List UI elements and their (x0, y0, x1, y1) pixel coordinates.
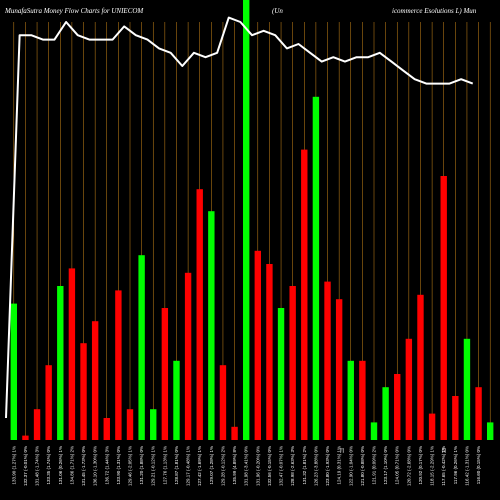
bar (173, 360, 180, 440)
x-tick-label: 136.10 (-1.30%) 0% (93, 446, 98, 486)
bar (475, 387, 482, 440)
x-tick-label: 133.90 (1.31%) 0% (116, 446, 121, 485)
x-tick-label: 126.23 (-3.88%) 0% (313, 446, 318, 486)
x-tick-label: 134.86 (1.71%) 2% (69, 446, 74, 485)
x-tick-label: 129.21 (-0.12%) 1% (151, 446, 156, 486)
x-tick-label: 133.90 (1.27%) 1% (11, 446, 16, 485)
bar (184, 272, 192, 440)
bar (452, 396, 459, 440)
x-tick-label: 122.90 (-1.04%) 0% (348, 446, 353, 486)
x-tick-label: 132.47 (-0.07%) 1% (279, 446, 284, 486)
bar (208, 211, 215, 440)
bar (359, 360, 366, 440)
bar (68, 268, 76, 440)
bar (33, 409, 41, 440)
marker-label: (!) (442, 448, 447, 454)
x-tick-label: 133.35 (1.74%) 0% (46, 446, 51, 485)
x-tick-label: 131.45 (-1.73%) 0% (81, 446, 86, 486)
bar (301, 149, 308, 440)
marker-label: (!) (340, 448, 345, 454)
bar (394, 374, 401, 440)
x-tick-label: 121.91 (0.09%) 2% (372, 446, 377, 485)
bar (57, 286, 64, 440)
bar (405, 338, 413, 440)
x-tick-label: 131.32 (1.81%) 2% (302, 446, 307, 485)
x-tick-label: 131.06 (0.26%) 1% (58, 446, 63, 485)
bar (417, 294, 424, 440)
bar (115, 290, 122, 440)
x-tick-label: 128.98 (-2.63%) 3% (290, 446, 295, 486)
bar (335, 299, 343, 440)
bar (138, 255, 145, 440)
bar (91, 321, 99, 440)
bar (347, 360, 354, 440)
bar (126, 409, 134, 440)
bar (10, 303, 17, 440)
x-tick-label: 131.20 (1.88%) 0% (139, 446, 144, 485)
x-tick-labels: 133.90 (1.27%) 1% 132.37 (-0.01%) 0% 131.4… (11, 446, 481, 486)
bar (370, 422, 378, 440)
x-tick-label: 116.60 (0.15%) 0% (476, 446, 481, 484)
x-tick-label: 129.46 (-2.05%) 1% (128, 446, 133, 486)
x-tick-label: 127.42 (-1.69%) 1% (197, 446, 202, 486)
bar (289, 286, 296, 440)
x-tick-label: 127.76 (1.13%) 1% (162, 446, 167, 485)
bar (196, 189, 203, 440)
x-tick-label: 117.96 (0.26%) 1% (453, 446, 458, 484)
x-tick-label: 120.92 (0.17%) 0% (418, 446, 423, 485)
x-tick-label: 131.48 (-1.74%) 3% (35, 446, 40, 486)
bar (80, 343, 87, 440)
x-tick-label: 132.37 (-0.01%) 0% (23, 446, 28, 486)
bar (254, 250, 261, 440)
x-tick-label: 129.28 (-0.12%) 2% (220, 446, 225, 486)
bar (266, 264, 273, 440)
bar (231, 426, 238, 440)
x-tick-label: 131.96 (-0.20%) 0% (255, 446, 260, 486)
bar (312, 96, 320, 441)
bar (324, 281, 331, 440)
price-line-layer (5, 16, 474, 419)
x-tick-label: 128.87 (1.81%) 0% (174, 446, 179, 485)
bar (487, 422, 494, 440)
bar (243, 0, 250, 440)
bar (428, 413, 436, 440)
bar (219, 365, 227, 440)
bar (382, 387, 389, 440)
price-line (5, 16, 474, 419)
x-tick-label: 123.17 (1.10%) 0% (383, 446, 388, 485)
x-tick-label: 121.80 (-0.88%) 0% (360, 446, 365, 486)
chart-title-middle: (Un (272, 7, 283, 15)
x-tick-label: 118.15 (-2.29%) 1% (430, 446, 435, 486)
chart-title-left: MunafaSutra Money Flow Charts for UNIECO… (4, 7, 144, 15)
x-tick-label: 129.17 (-0.48%) 1% (186, 446, 191, 486)
x-tick-label: 124.05 (0.71%) 0% (395, 446, 400, 485)
x-tick-label: 131.98 (-3.41%) 0% (244, 446, 249, 486)
x-tick-label: 120.72 (-2.68%) 0% (406, 446, 411, 486)
bar (161, 308, 169, 440)
bar (277, 308, 285, 440)
marker-labels: (!) (!) (340, 448, 447, 454)
bar (22, 435, 29, 440)
money-flow-bars (10, 0, 494, 441)
x-tick-label: 117.65 (-0.42%) 1% (441, 446, 446, 486)
x-tick-label: 123.80 (-1.93%) 0% (325, 446, 330, 486)
x-tick-label: 132.56 (-0.15%) 0% (267, 446, 272, 486)
chart-title-right: icommerce Esolutions L) Mun (392, 7, 477, 15)
bar (45, 365, 52, 440)
x-tick-label: 135.99 (4.89%) 8% (232, 446, 237, 485)
bar (103, 418, 110, 440)
x-tick-label: 116.42 (-1.31%) 0% (464, 446, 469, 486)
x-tick-label: 129.07 (1.28%) 1% (209, 446, 214, 485)
x-tick-label: 124.19 (0.31%) 1% (337, 446, 342, 485)
bar (440, 176, 447, 440)
bar (463, 338, 471, 440)
x-tick-label: 136.72 (1.44%) 3% (104, 446, 109, 485)
bar (150, 409, 157, 440)
